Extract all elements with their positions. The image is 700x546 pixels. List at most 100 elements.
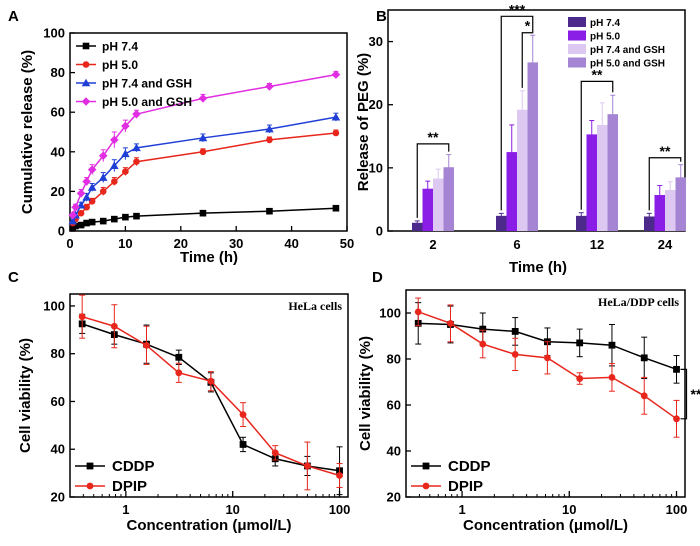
data-point xyxy=(673,365,680,373)
significance-bracket xyxy=(521,32,534,88)
bar xyxy=(517,109,528,231)
panel-label: B xyxy=(376,8,387,25)
x-tick-label: 100 xyxy=(666,502,688,517)
data-point xyxy=(332,129,340,137)
chart-panel-c: C 20 40 60 80 100 1 10 100 HeLa cells CDDP DPIP Cell… xyxy=(8,269,350,534)
data-point xyxy=(479,340,487,348)
y-tick-label: 0 xyxy=(58,224,65,239)
legend-label: CDDP xyxy=(448,458,491,475)
legend-marker xyxy=(81,78,91,87)
data-point xyxy=(88,198,96,205)
y-tick-label: 40 xyxy=(51,442,65,457)
data-point xyxy=(199,148,207,156)
data-point xyxy=(271,449,279,457)
x-tick-label: 1 xyxy=(122,502,129,517)
significance-bracket xyxy=(500,15,534,211)
data-point xyxy=(266,136,273,144)
x-tick-label: 6 xyxy=(513,237,520,252)
data-point xyxy=(198,133,208,142)
data-point xyxy=(111,178,118,185)
y-tick-label: 10 xyxy=(369,160,383,175)
data-point xyxy=(239,411,247,419)
data-point xyxy=(336,472,343,479)
y-tick-label: 100 xyxy=(43,298,65,313)
x-tick-label: 24 xyxy=(658,237,673,252)
y-tick-label: 40 xyxy=(387,444,401,459)
bar xyxy=(412,222,423,231)
series-ph-5-0-and-gsh xyxy=(443,34,686,232)
significance-annotations: ********** xyxy=(416,1,682,218)
data-point xyxy=(265,82,274,91)
x-tick-label: 0 xyxy=(66,236,73,251)
legend: CDDP DPIP xyxy=(411,458,491,495)
data-point xyxy=(331,112,341,121)
data-point xyxy=(608,341,616,349)
x-tick-label: 100 xyxy=(329,502,351,517)
bar xyxy=(665,189,676,231)
legend-swatch xyxy=(568,30,586,41)
x-tick-label: 12 xyxy=(590,237,604,252)
data-point xyxy=(576,339,584,347)
data-point xyxy=(68,216,78,225)
y-tick-label: 20 xyxy=(51,184,65,199)
x-axis-label: Concentration (μmol/L) xyxy=(463,517,628,534)
y-tick-label: 20 xyxy=(369,97,383,112)
y-axis-label: Release of PEG (%) xyxy=(355,53,372,191)
data-point xyxy=(133,158,140,165)
y-tick-label: 20 xyxy=(51,490,65,505)
series-dpip xyxy=(78,294,343,491)
data-point xyxy=(479,325,487,333)
data-point xyxy=(82,193,91,201)
series-dpip xyxy=(414,297,680,438)
y-tick-label: 80 xyxy=(51,65,65,80)
data-point xyxy=(303,462,311,470)
x-tick-label: 2 xyxy=(429,237,436,252)
data-point xyxy=(673,415,680,423)
significance-label: ** xyxy=(592,66,603,82)
significance-label: ** xyxy=(691,386,700,402)
data-point xyxy=(98,151,108,161)
bar xyxy=(597,124,608,231)
legend-label: pH 7.4 and GSH xyxy=(590,45,665,56)
y-axis-label: Cell viability (%) xyxy=(357,336,374,451)
bar xyxy=(506,152,517,231)
plot-frame xyxy=(69,32,348,232)
data-point xyxy=(332,204,340,212)
x-tick-label: 30 xyxy=(229,236,243,251)
series-ph-5-0 xyxy=(422,120,665,231)
cell-line-label: HeLa cells xyxy=(288,299,342,313)
legend-marker xyxy=(86,482,94,490)
y-tick-label: 60 xyxy=(51,105,65,120)
legend-label: pH 5.0 xyxy=(102,58,138,72)
data-point xyxy=(640,392,648,400)
legend-marker xyxy=(86,462,94,470)
significance-label: ** xyxy=(428,129,439,145)
data-point xyxy=(87,183,97,191)
y-tick-label: 40 xyxy=(51,144,65,159)
y-axis-label: Cumulative release (%) xyxy=(19,50,36,214)
data-point xyxy=(265,124,274,133)
legend-marker xyxy=(81,97,91,106)
data-point xyxy=(266,207,273,215)
legend-label: pH 5.0 xyxy=(590,32,620,43)
legend-marker xyxy=(82,61,90,68)
data-point xyxy=(239,441,247,448)
data-point xyxy=(331,70,341,79)
data-point xyxy=(83,219,90,227)
bar xyxy=(607,114,618,231)
data-point xyxy=(121,149,130,158)
data-point xyxy=(72,222,79,230)
legend: CDDP DPIP xyxy=(75,458,155,495)
data-point xyxy=(640,354,648,362)
y-tick-label: 60 xyxy=(51,394,65,409)
data-point xyxy=(76,189,86,198)
significance-label: ** xyxy=(660,143,671,159)
bar xyxy=(422,188,433,231)
legend-marker xyxy=(422,482,430,490)
x-axis-label: Concentration (μmol/L) xyxy=(127,517,292,534)
data-point xyxy=(87,165,97,174)
data-point xyxy=(544,354,551,362)
series-ph-5-0-and-gsh xyxy=(68,70,341,220)
data-point xyxy=(121,121,130,131)
data-point xyxy=(511,328,519,335)
